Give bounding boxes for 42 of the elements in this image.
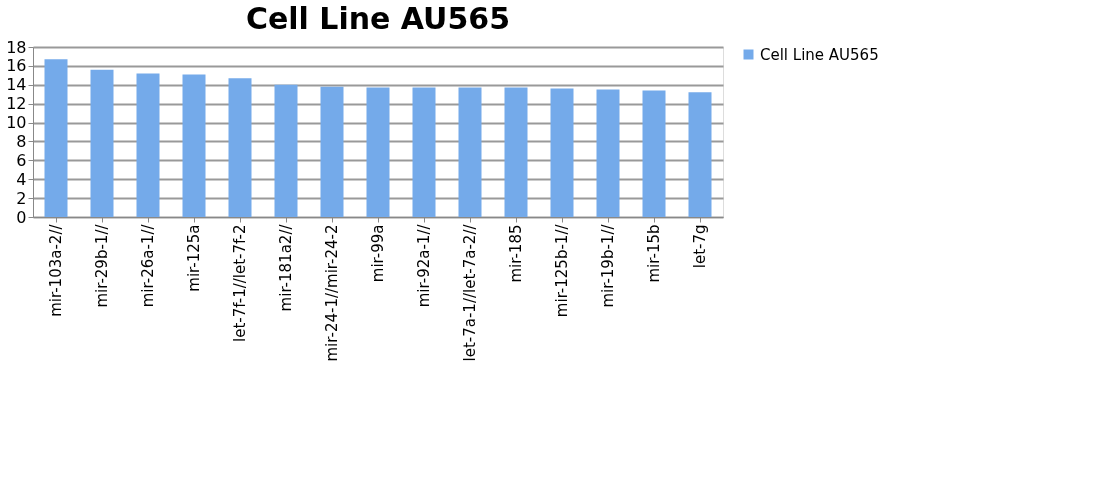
bar xyxy=(412,87,436,217)
y-tick-label: 0 xyxy=(16,207,27,227)
bar xyxy=(182,74,206,217)
bar xyxy=(688,92,712,217)
bar xyxy=(90,69,114,217)
bar xyxy=(136,73,160,217)
bar xyxy=(228,78,252,217)
x-tick-label: let-7a-1//let-7a-2// xyxy=(461,223,479,362)
x-tick-label: let-7g xyxy=(691,224,709,269)
bar xyxy=(366,87,390,217)
x-tick-label: mir-103a-2// xyxy=(47,223,65,317)
y-tick-label: 10 xyxy=(6,113,27,133)
bar xyxy=(274,84,298,217)
chart-title: Cell Line AU565 xyxy=(245,1,511,36)
legend-label: Cell Line AU565 xyxy=(760,45,879,64)
y-tick-label: 14 xyxy=(6,75,27,95)
x-tick-label: mir-19b-1// xyxy=(599,223,617,308)
x-tick-label: mir-29b-1// xyxy=(93,223,111,308)
y-tick-label: 18 xyxy=(6,37,27,57)
bar xyxy=(504,87,528,217)
y-tick-label: 16 xyxy=(6,56,27,76)
bar xyxy=(320,86,344,217)
y-tick-label: 12 xyxy=(6,94,27,114)
x-tick-label: mir-125a xyxy=(185,224,203,292)
y-tick-label: 4 xyxy=(16,169,27,189)
x-tick-label: mir-26a-1// xyxy=(139,223,157,308)
x-tick-label: mir-185 xyxy=(507,224,525,283)
bar xyxy=(596,89,620,217)
y-tick-label: 2 xyxy=(16,188,27,208)
bar xyxy=(44,59,68,217)
x-tick-label: let-7f-1//let-7f-2 xyxy=(231,224,249,342)
x-tick-label: mir-125b-1// xyxy=(553,223,571,318)
x-tick-label: mir-24-1//mir-24-2 xyxy=(323,224,341,362)
x-tick-label: mir-181a2// xyxy=(277,223,295,312)
bar xyxy=(642,90,666,217)
y-tick-label: 8 xyxy=(16,131,27,151)
bar xyxy=(550,88,574,217)
bar xyxy=(458,87,482,217)
x-tick-label: mir-99a xyxy=(369,224,387,283)
x-tick-label: mir-15b xyxy=(645,224,663,283)
y-tick-label: 6 xyxy=(16,150,27,170)
x-tick-label: mir-92a-1// xyxy=(415,223,433,308)
